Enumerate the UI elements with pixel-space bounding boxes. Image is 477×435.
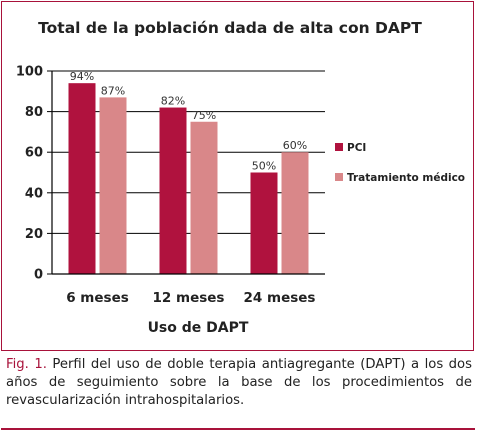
bar-data-label: 50% <box>252 160 276 173</box>
bar <box>159 107 187 274</box>
figure-caption: Fig. 1. Perfil del uso de doble terapia … <box>6 356 472 410</box>
caption-divider <box>1 428 475 430</box>
bar-data-label: 94% <box>70 70 94 83</box>
chart-title: Total de la población dada de alta con D… <box>38 19 422 37</box>
bar <box>281 152 309 274</box>
y-tick-label: 20 <box>25 227 43 242</box>
caption-text: Perfil del uso de doble terapia antiagre… <box>6 357 472 408</box>
figure-label: Fig. 1. <box>6 357 47 372</box>
x-axis-label: Uso de DAPT <box>148 320 249 336</box>
legend-swatch <box>335 173 343 181</box>
legend-swatch <box>335 143 343 151</box>
bar <box>190 121 218 274</box>
bar-data-label: 60% <box>283 139 307 152</box>
x-tick-label: 24 meses <box>244 290 316 306</box>
figure-frame: Total de la población dada de alta con D… <box>1 1 474 351</box>
bar <box>99 97 127 274</box>
bar <box>68 83 96 275</box>
x-tick-label: 6 meses <box>66 290 129 306</box>
bar-data-label: 82% <box>161 95 185 108</box>
bar-data-label: 87% <box>101 84 125 97</box>
bar-data-label: 75% <box>192 109 216 122</box>
y-tick-label: 60 <box>25 146 43 161</box>
y-tick-label: 0 <box>34 268 43 283</box>
bar <box>250 172 278 274</box>
legend-label: PCI <box>347 142 366 154</box>
x-tick-label: 12 meses <box>153 290 225 306</box>
bar-chart: Total de la población dada de alta con D… <box>16 19 465 336</box>
y-tick-label: 40 <box>25 186 43 201</box>
y-tick-label: 80 <box>25 105 43 120</box>
legend-label: Tratamiento médico <box>347 172 465 184</box>
y-tick-label: 100 <box>16 65 43 80</box>
